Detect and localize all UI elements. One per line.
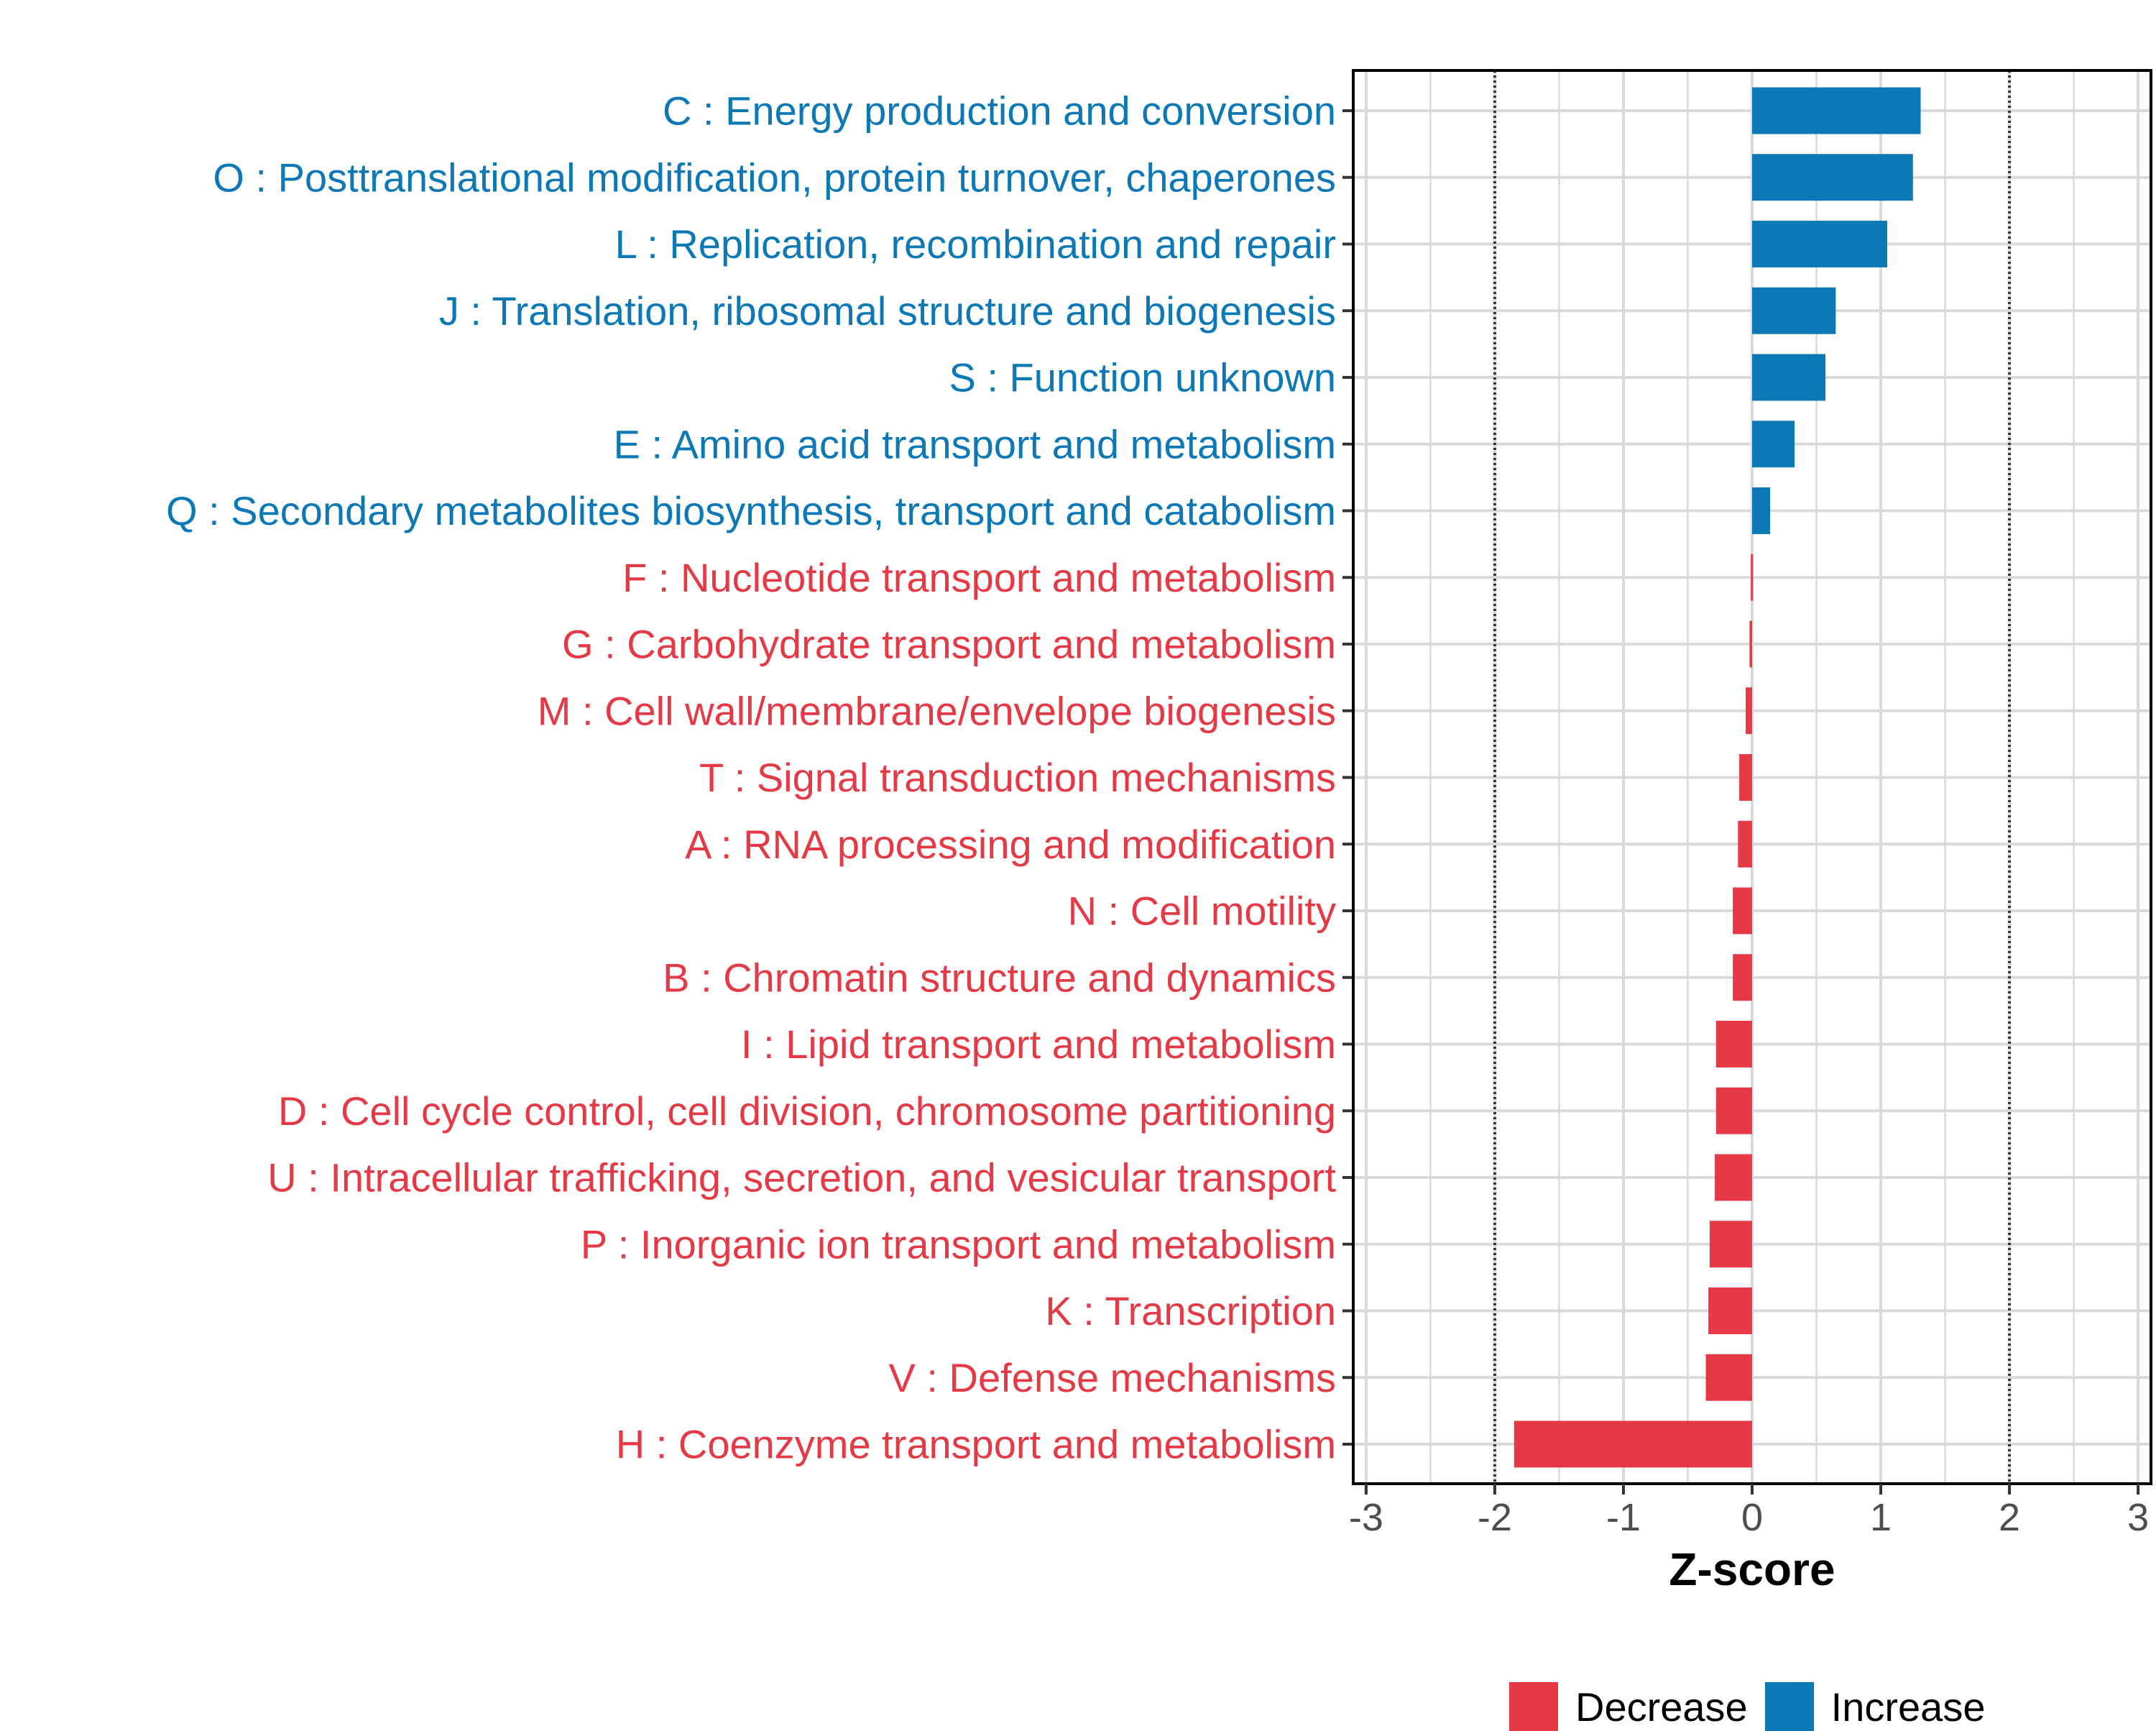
category-label: O : Posttranslational modification, prot… xyxy=(213,155,1336,200)
category-label: P : Inorganic ion transport and metaboli… xyxy=(581,1221,1336,1267)
category-label: C : Energy production and conversion xyxy=(663,88,1336,134)
bar xyxy=(1752,421,1795,468)
category-label: H : Coenzyme transport and metabolism xyxy=(616,1422,1336,1467)
bar xyxy=(1752,87,1921,134)
bar xyxy=(1708,1287,1752,1334)
category-label: Q : Secondary metabolites biosynthesis, … xyxy=(166,488,1336,533)
bar xyxy=(1715,1021,1752,1067)
bar xyxy=(1733,954,1752,1001)
bar xyxy=(1705,1354,1752,1401)
category-label: A : RNA processing and modification xyxy=(685,822,1336,867)
category-label: J : Translation, ribosomal structure and… xyxy=(439,288,1336,334)
category-label: G : Carbohydrate transport and metabolis… xyxy=(562,622,1336,667)
x-tick-label: -3 xyxy=(1349,1496,1383,1539)
bar xyxy=(1752,154,1913,201)
category-label: U : Intracellular trafficking, secretion… xyxy=(267,1155,1336,1200)
bar xyxy=(1751,554,1754,601)
legend-item-increase: Increase xyxy=(1764,1682,1986,1731)
legend-swatch-decrease xyxy=(1509,1682,1558,1731)
bar xyxy=(1733,887,1752,935)
x-tick-label: -1 xyxy=(1606,1496,1641,1539)
bar xyxy=(1709,1221,1752,1268)
x-axis-title: Z-score xyxy=(1669,1543,1835,1595)
category-label: I : Lipid transport and metabolism xyxy=(741,1021,1336,1067)
bar xyxy=(1738,820,1752,868)
legend: Decrease Increase xyxy=(1509,1682,2002,1731)
category-label: N : Cell motility xyxy=(1068,889,1336,934)
legend-label-increase: Increase xyxy=(1830,1684,1986,1730)
bar xyxy=(1752,287,1836,334)
bar xyxy=(1715,1154,1752,1201)
bar xyxy=(1752,221,1887,267)
category-label: T : Signal transduction mechanisms xyxy=(699,755,1336,800)
bar xyxy=(1746,687,1752,735)
legend-label-decrease: Decrease xyxy=(1575,1684,1748,1730)
bar xyxy=(1752,487,1771,534)
x-tick-label: 2 xyxy=(1999,1496,2020,1539)
bar xyxy=(1739,754,1752,801)
bar xyxy=(1514,1420,1752,1468)
legend-swatch-increase xyxy=(1764,1682,1814,1731)
x-tick-label: 1 xyxy=(1870,1496,1892,1539)
category-label: F : Nucleotide transport and metabolism xyxy=(622,555,1336,600)
legend-item-decrease: Decrease xyxy=(1509,1682,1748,1731)
category-label: B : Chromatin structure and dynamics xyxy=(663,955,1336,1000)
x-tick-label: 0 xyxy=(1741,1496,1763,1539)
bar xyxy=(1715,1087,1752,1134)
bar xyxy=(1752,354,1826,401)
category-label: E : Amino acid transport and metabolism xyxy=(614,421,1336,467)
category-label: D : Cell cycle control, cell division, c… xyxy=(278,1088,1336,1134)
x-tick-label: -2 xyxy=(1478,1496,1512,1539)
category-label: V : Defense mechanisms xyxy=(889,1355,1336,1400)
bar xyxy=(1749,620,1752,668)
category-label: K : Transcription xyxy=(1045,1288,1336,1333)
category-label: L : Replication, recombination and repai… xyxy=(615,221,1336,267)
x-tick-label: 3 xyxy=(2127,1496,2149,1539)
category-label: S : Function unknown xyxy=(949,355,1336,400)
category-label: M : Cell wall/membrane/envelope biogenes… xyxy=(538,688,1336,733)
